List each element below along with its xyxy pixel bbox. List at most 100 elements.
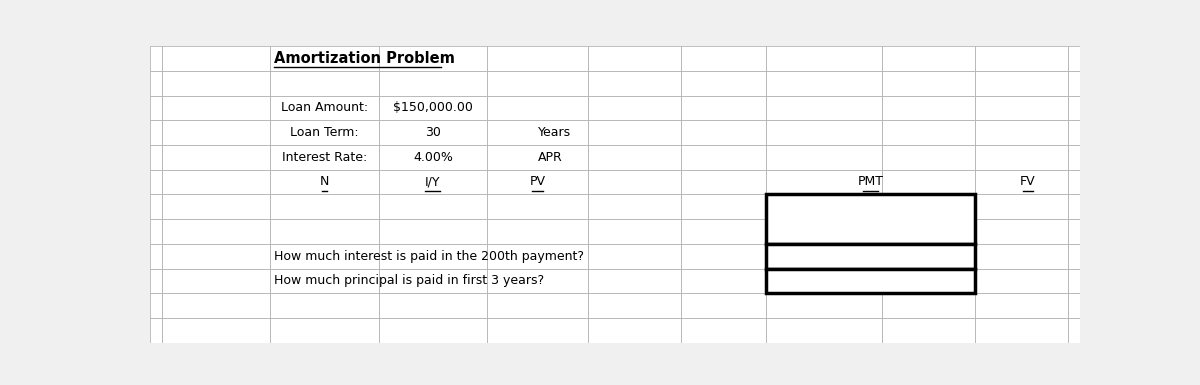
- Bar: [588, 318, 680, 343]
- Text: 30: 30: [425, 126, 440, 139]
- Bar: [270, 293, 379, 318]
- Bar: [379, 194, 487, 219]
- Bar: [766, 194, 882, 219]
- Bar: [162, 120, 270, 145]
- Bar: [270, 95, 379, 120]
- Bar: [162, 244, 270, 269]
- Bar: [976, 318, 1068, 343]
- Bar: [766, 120, 882, 145]
- Bar: [882, 219, 976, 244]
- Bar: [487, 46, 588, 71]
- Bar: [379, 46, 487, 71]
- Bar: [379, 71, 487, 95]
- Bar: [882, 71, 976, 95]
- Bar: [766, 46, 882, 71]
- Bar: [379, 145, 487, 170]
- Text: Interest Rate:: Interest Rate:: [282, 151, 367, 164]
- Bar: [379, 95, 487, 120]
- Bar: [1068, 71, 1080, 95]
- Bar: [680, 46, 766, 71]
- Bar: [766, 293, 882, 318]
- Bar: [162, 194, 270, 219]
- Bar: [882, 318, 976, 343]
- Bar: [270, 170, 379, 194]
- Bar: [150, 269, 162, 293]
- Bar: [1068, 269, 1080, 293]
- Text: Loan Term:: Loan Term:: [290, 126, 359, 139]
- Bar: [976, 120, 1068, 145]
- Bar: [882, 145, 976, 170]
- Bar: [588, 71, 680, 95]
- Bar: [976, 269, 1068, 293]
- Bar: [162, 269, 270, 293]
- Bar: [150, 194, 162, 219]
- Bar: [379, 170, 487, 194]
- Bar: [270, 219, 379, 244]
- Bar: [588, 244, 680, 269]
- Text: FV: FV: [1020, 175, 1036, 188]
- Bar: [882, 120, 976, 145]
- Bar: [976, 219, 1068, 244]
- Bar: [766, 71, 882, 95]
- Bar: [1068, 244, 1080, 269]
- Bar: [882, 293, 976, 318]
- Bar: [680, 269, 766, 293]
- Bar: [150, 244, 162, 269]
- Bar: [162, 219, 270, 244]
- Bar: [1068, 46, 1080, 71]
- Bar: [882, 46, 976, 71]
- Bar: [487, 269, 588, 293]
- Bar: [766, 145, 882, 170]
- Bar: [150, 293, 162, 318]
- Bar: [766, 318, 882, 343]
- Bar: [680, 145, 766, 170]
- Text: Amortization Problem: Amortization Problem: [274, 50, 455, 65]
- Bar: [162, 46, 270, 71]
- Bar: [270, 269, 379, 293]
- Text: APR: APR: [538, 151, 563, 164]
- Bar: [976, 145, 1068, 170]
- Text: PV: PV: [529, 175, 546, 188]
- Bar: [588, 269, 680, 293]
- Bar: [162, 318, 270, 343]
- Bar: [1068, 170, 1080, 194]
- Bar: [882, 194, 976, 219]
- Bar: [588, 170, 680, 194]
- Bar: [162, 71, 270, 95]
- Bar: [1068, 194, 1080, 219]
- Bar: [588, 120, 680, 145]
- Bar: [270, 145, 379, 170]
- Bar: [588, 293, 680, 318]
- Bar: [487, 293, 588, 318]
- Bar: [680, 170, 766, 194]
- Bar: [766, 170, 882, 194]
- Text: How much principal is paid in first 3 years?: How much principal is paid in first 3 ye…: [274, 275, 544, 287]
- Bar: [1068, 120, 1080, 145]
- Bar: [379, 318, 487, 343]
- Bar: [270, 120, 379, 145]
- Bar: [150, 145, 162, 170]
- Bar: [766, 244, 976, 269]
- Bar: [270, 244, 379, 269]
- Bar: [680, 95, 766, 120]
- Bar: [270, 194, 379, 219]
- Bar: [162, 145, 270, 170]
- Bar: [487, 244, 588, 269]
- Bar: [882, 244, 976, 269]
- Bar: [976, 170, 1068, 194]
- Text: I/Y: I/Y: [425, 175, 440, 188]
- Bar: [1068, 219, 1080, 244]
- Bar: [588, 194, 680, 219]
- Bar: [976, 293, 1068, 318]
- Bar: [976, 95, 1068, 120]
- Bar: [976, 194, 1068, 219]
- Bar: [680, 219, 766, 244]
- Text: N: N: [319, 175, 329, 188]
- Text: $150,000.00: $150,000.00: [392, 102, 473, 114]
- Bar: [882, 269, 976, 293]
- Bar: [588, 46, 680, 71]
- Bar: [680, 71, 766, 95]
- Bar: [379, 269, 487, 293]
- Bar: [1068, 293, 1080, 318]
- Bar: [379, 120, 487, 145]
